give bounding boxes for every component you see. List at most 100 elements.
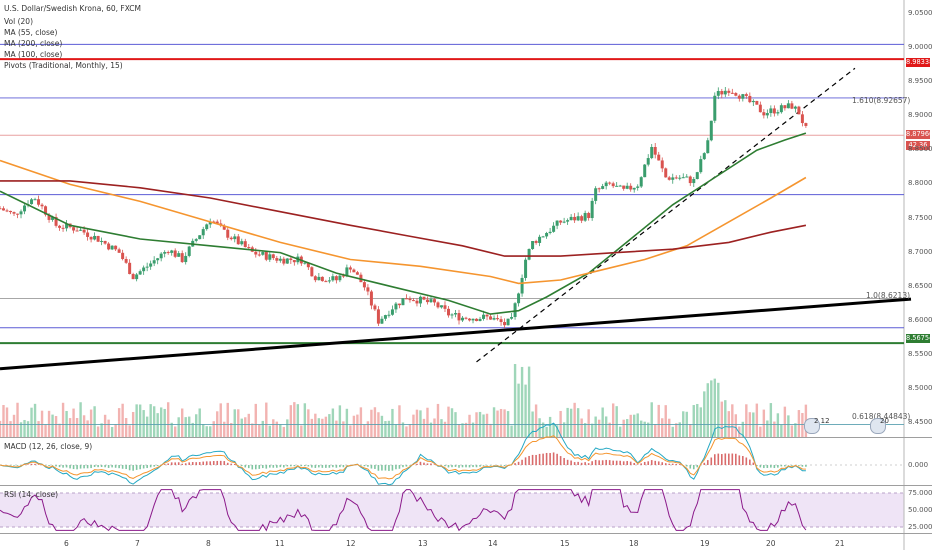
macd-histogram-bar (580, 462, 583, 465)
candle-body (201, 229, 205, 236)
candle-body (730, 92, 734, 94)
candle-body (341, 275, 345, 277)
volume-bar (9, 421, 12, 437)
candle-body (257, 254, 261, 256)
candle-body (338, 275, 342, 281)
macd-histogram-bar (370, 465, 373, 469)
macd-histogram-bar (636, 464, 639, 465)
macd-histogram-bar (139, 465, 141, 470)
indicator-vol-label[interactable]: Vol (20) (4, 17, 34, 26)
macd-histogram-bar (416, 463, 418, 465)
main-pane-bg (0, 0, 904, 437)
volume-bar (345, 408, 349, 437)
macd-histogram-bar (233, 463, 236, 465)
volume-bar (405, 426, 408, 437)
volume-bar (212, 421, 215, 437)
macd-histogram-bar (332, 465, 334, 468)
candle-body (226, 229, 230, 238)
candle-body (131, 274, 135, 280)
candle-body (527, 249, 531, 260)
macd-histogram-bar (801, 465, 804, 467)
volume-bar (422, 418, 426, 437)
candle-body (496, 318, 500, 320)
macd-histogram-bar (135, 465, 138, 470)
event-badge-flag-2[interactable] (870, 418, 886, 434)
volume-bar (237, 409, 240, 437)
volume-bar (766, 420, 769, 437)
macd-histogram-bar (626, 461, 628, 465)
candle-body (748, 95, 752, 103)
macd-histogram-bar (360, 465, 362, 466)
rsi-line (0, 489, 807, 532)
volume-bar (303, 403, 307, 437)
indicator-ma100-label[interactable]: MA (100, close) (4, 50, 63, 59)
candle-body (114, 245, 118, 250)
candle-body (800, 114, 804, 124)
candle-body (86, 232, 90, 237)
x-tick-label: 18 (629, 539, 639, 548)
candle-body (797, 106, 801, 115)
volume-bar (61, 402, 65, 437)
candle-body (135, 274, 139, 280)
candle-body (184, 255, 188, 263)
volume-bar (499, 408, 503, 437)
macd-histogram-bar (654, 460, 657, 465)
candle-body (229, 237, 233, 240)
macd-histogram-bar (528, 455, 530, 465)
macd-label[interactable]: MACD (12, 26, close, 9) (4, 442, 93, 451)
macd-histogram-bar (472, 465, 474, 468)
ma100-line (0, 159, 807, 285)
macd-histogram-bar (261, 465, 264, 469)
macd-histogram-bar (650, 460, 653, 465)
candle-body (355, 272, 359, 275)
macd-histogram-bar (48, 465, 50, 467)
candle-body (685, 176, 689, 178)
rsi-label[interactable]: RSI (14, close) (4, 490, 59, 499)
candle-body (513, 303, 517, 318)
candle-body (0, 208, 2, 210)
indicator-ma200-label[interactable]: MA (200, close) (4, 39, 63, 48)
candle-body (331, 276, 335, 281)
volume-bar (328, 414, 331, 437)
event-badge-flag-1[interactable] (804, 418, 820, 434)
candle-body (404, 298, 408, 300)
indicator-ma55-label[interactable]: MA (55, close) (4, 28, 58, 37)
volume-bar (107, 419, 110, 437)
candle-body (590, 200, 594, 219)
volume-bar (159, 407, 163, 437)
macd-histogram-bar (503, 465, 506, 467)
candle-body (124, 259, 128, 263)
macd-histogram-bar (731, 453, 734, 465)
volume-bar (678, 422, 681, 437)
macd-histogram-bar (742, 456, 744, 465)
volume-bar (240, 418, 243, 437)
candle-body (401, 298, 405, 306)
macd-histogram-bar (573, 462, 576, 465)
volume-bar (370, 409, 373, 437)
volume-bar (65, 410, 68, 437)
volume-bar (110, 426, 114, 437)
macd-histogram-bar (770, 465, 772, 468)
volume-bar (173, 426, 177, 437)
volume-bar (342, 421, 345, 437)
macd-histogram-bar (195, 462, 198, 465)
volume-bar (797, 410, 801, 437)
candle-body (425, 299, 429, 303)
volume-bar (524, 384, 527, 437)
macd-histogram-bar (752, 462, 755, 465)
macd-histogram-bar (745, 457, 748, 465)
volume-bar (755, 403, 759, 437)
volume-bar (633, 414, 636, 437)
volume-bar (96, 426, 100, 437)
volume-bar (426, 407, 429, 437)
macd-histogram-bar (556, 453, 558, 465)
macd-histogram-bar (791, 465, 793, 466)
macd-histogram-bar (367, 465, 369, 467)
volume-bar (594, 416, 597, 437)
volume-bar (394, 424, 398, 437)
indicator-pivots-label[interactable]: Pivots (Traditional, Monthly, 15) (4, 61, 123, 70)
volume-bar (611, 403, 615, 437)
macd-histogram-bar (156, 465, 159, 467)
volume-bar (300, 425, 303, 437)
